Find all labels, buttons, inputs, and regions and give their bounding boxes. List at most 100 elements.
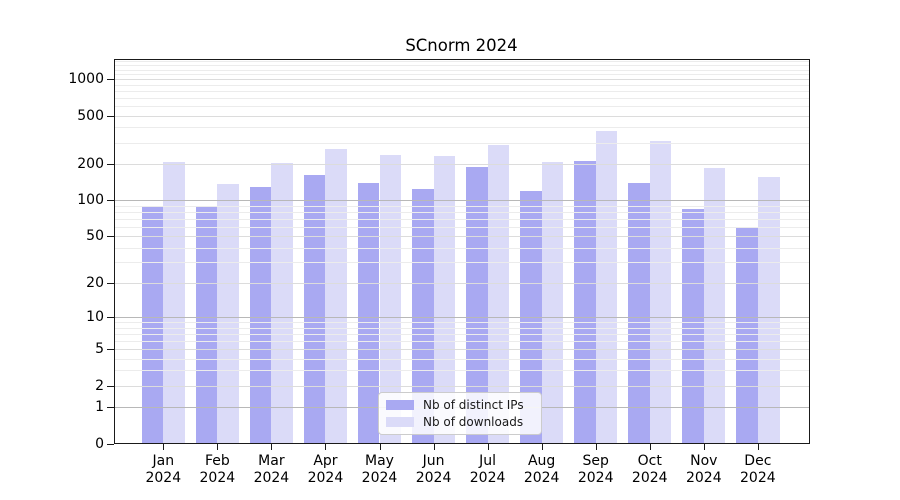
x-tick-month: Oct [637, 452, 662, 469]
x-tick-label: Apr 2024 [293, 453, 357, 487]
grid-line-minor [113, 262, 810, 264]
y-tick-mark [106, 317, 114, 319]
x-tick-label: May 2024 [348, 453, 412, 487]
grid-line-minor [113, 322, 810, 324]
bar-downloads [325, 149, 348, 444]
bar-downloads [487, 145, 510, 444]
x-tick-year: 2024 [577, 469, 614, 486]
y-tick-label: 50 [86, 228, 104, 245]
legend-label-ips: Nb of distinct IPs [423, 398, 524, 412]
bar-distinct-ips [195, 206, 218, 444]
x-tick-label: Jan 2024 [131, 453, 195, 487]
bar-downloads [649, 141, 672, 444]
bar-downloads [757, 176, 780, 444]
bar-distinct-ips [141, 206, 164, 444]
x-tick-year: 2024 [361, 469, 398, 486]
x-tick-label: Nov 2024 [672, 453, 736, 487]
bar-distinct-ips [628, 183, 650, 444]
x-tick-month: Mar [258, 452, 285, 469]
y-tick-label: 1000 [68, 71, 104, 88]
y-tick-mark [106, 349, 114, 351]
x-tick-year: 2024 [199, 469, 236, 486]
x-tick-mark [703, 443, 705, 450]
bar-distinct-ips [411, 188, 434, 444]
grid-line-major [113, 236, 810, 238]
x-tick-year: 2024 [631, 469, 668, 486]
x-tick-month: Jul [479, 452, 497, 469]
x-tick-label: Sep 2024 [564, 453, 628, 487]
x-tick-mark [541, 443, 543, 450]
grid-line-minor [113, 358, 810, 360]
grid-line-minor [113, 65, 810, 67]
bar-distinct-ips [574, 161, 596, 444]
x-tick-month: Sep [582, 452, 609, 469]
grid-line-major [113, 282, 810, 284]
grid-line-major [113, 79, 810, 81]
x-tick-month: Jan [152, 452, 175, 469]
legend-swatch-ips [386, 400, 414, 410]
y-tick-mark [106, 406, 114, 408]
x-tick-mark [649, 443, 651, 450]
grid-line-minor [113, 226, 810, 228]
y-tick-mark [106, 79, 114, 81]
bar-downloads [595, 131, 618, 444]
x-tick-year: 2024 [685, 469, 722, 486]
grid-line-minor [113, 218, 810, 220]
y-tick-mark [106, 443, 114, 445]
x-tick-mark [487, 443, 489, 450]
x-tick-label: Jun 2024 [402, 453, 466, 487]
y-tick-label: 200 [77, 155, 104, 172]
bar-downloads [703, 167, 726, 444]
grid-line-major [113, 163, 810, 165]
legend-label-downloads: Nb of downloads [423, 415, 524, 429]
legend-row-ips: Nb of distinct IPs [386, 398, 541, 412]
grid-line-minor [113, 90, 810, 92]
grid-line-minor [113, 247, 810, 249]
grid-line-major [113, 385, 810, 387]
y-tick-mark [106, 163, 114, 165]
legend-row-downloads: Nb of downloads [386, 415, 541, 429]
grid-line-minor [113, 211, 810, 213]
bar-downloads [163, 161, 185, 444]
bar-distinct-ips [249, 186, 272, 444]
grid-line-minor [113, 370, 810, 372]
grid-line-minor [113, 61, 810, 63]
x-tick-year: 2024 [253, 469, 290, 486]
x-tick-label: Jul 2024 [456, 453, 520, 487]
x-tick-month: May [365, 452, 394, 469]
grid-line-minor [113, 97, 810, 99]
x-tick-month: Dec [744, 452, 772, 469]
y-tick-mark [106, 236, 114, 238]
x-tick-label: Feb 2024 [185, 453, 249, 487]
grid-line-minor [113, 205, 810, 207]
y-tick-label: 5 [95, 341, 104, 358]
y-tick-label: 500 [77, 107, 104, 124]
x-tick-mark [433, 443, 435, 450]
x-tick-mark [217, 443, 219, 450]
x-tick-mark [271, 443, 273, 450]
bar-downloads [271, 162, 294, 444]
x-tick-mark [595, 443, 597, 450]
y-tick-label: 100 [77, 192, 104, 209]
bar-distinct-ips [303, 175, 326, 444]
grid-line-minor [113, 69, 810, 71]
grid-line-decade [113, 200, 810, 202]
chart-title: SCnorm 2024 [405, 36, 518, 55]
y-tick-label: 1 [95, 398, 104, 415]
x-tick-mark [163, 443, 165, 450]
legend: Nb of distinct IPs Nb of downloads [378, 392, 542, 435]
x-tick-mark [379, 443, 381, 450]
legend-swatch-downloads [386, 417, 414, 427]
grid-line-minor [113, 84, 810, 86]
x-tick-label: Dec 2024 [726, 453, 790, 487]
grid-line-minor [113, 327, 810, 329]
y-tick-label: 10 [86, 309, 104, 326]
x-tick-year: 2024 [523, 469, 560, 486]
x-tick-year: 2024 [145, 469, 182, 486]
grid-line-minor [113, 340, 810, 342]
y-tick-mark [106, 200, 114, 202]
y-tick-mark [106, 282, 114, 284]
x-tick-year: 2024 [415, 469, 452, 486]
